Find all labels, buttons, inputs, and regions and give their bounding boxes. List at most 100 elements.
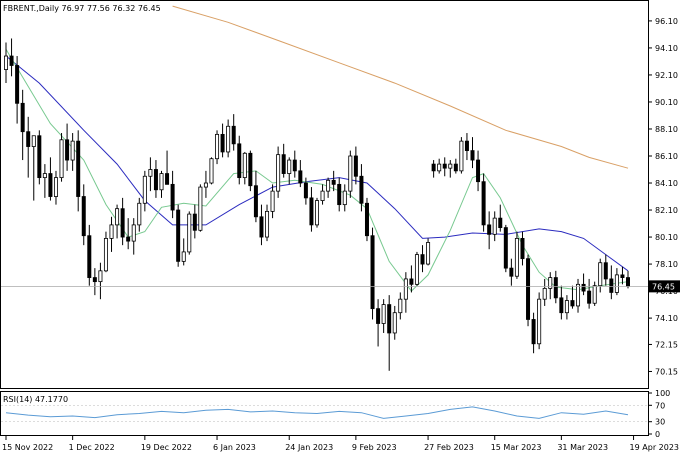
rsi-tick-label: 70 [655,401,665,410]
candle-down [526,258,531,320]
candle-up [131,224,136,242]
candle-down [76,140,81,197]
candle-down [364,202,369,237]
time-tick-label: 19 Apr 2023 [630,443,679,452]
candle-down [470,150,475,161]
candle-down [570,300,575,307]
candle-down [476,159,481,183]
candle-down [353,155,358,177]
price-tick-label: 84.10 [655,179,678,188]
candle-up [326,179,331,192]
candle-up [614,274,619,293]
rsi-line-group [5,406,629,419]
candle-up [398,298,403,314]
price-tick-label: 82.10 [655,206,678,215]
candle-down [37,135,42,179]
candle-up [459,140,464,172]
candle-down [231,125,236,145]
candle-up [242,152,247,179]
candle-down [15,65,20,104]
candle-up [314,200,319,226]
price-tick-label: 92.10 [655,71,678,80]
rsi-title: RSI(14) 47.1770 [3,395,68,404]
time-tick-label: 27 Feb 2023 [424,443,474,452]
rsi-pane-frame [0,391,649,436]
candle-down [442,163,447,169]
time-tick-label: 24 Jan 2023 [285,443,333,452]
candle-down [303,182,308,199]
time-tick-label: 31 Mar 2023 [557,443,608,452]
candle-up [265,210,270,238]
time-tick-label: 19 Dec 2022 [141,443,192,452]
candle-up [59,139,64,179]
candle-down [126,236,131,242]
candle-up [31,135,36,147]
candle-down [509,267,514,277]
candle-up [548,277,553,289]
candle-up [270,190,275,212]
candle-down [248,152,253,187]
last-price-label: 76.45 [652,282,675,291]
candle-down [609,278,614,293]
candle-down [298,170,303,184]
candle-up [98,270,103,283]
candle-down [120,208,125,238]
time-tick-label: 6 Jan 2023 [213,443,256,452]
candle-up [592,285,597,304]
candle-up [198,186,203,231]
time-tick-label: 15 Nov 2022 [2,443,53,452]
candle-down [481,181,486,226]
candle-up [414,254,419,285]
candle-up [448,163,453,169]
candle-up [148,169,153,177]
moving-average-lines [5,5,629,292]
candle-down [9,55,14,66]
candle-up [276,154,281,192]
candle-down [420,254,425,265]
candle-up [215,133,220,160]
candle-up [226,125,231,153]
candle-up [115,208,120,226]
candle-up [542,287,547,300]
candle-up [142,175,147,204]
candle-down [65,139,70,161]
price-tick-label: 70.15 [655,367,678,376]
candle-down [165,173,170,185]
ma-slow-line [5,55,629,272]
candle-down [370,235,375,310]
candle-down [453,163,458,172]
rsi-tick-label: 0 [655,430,660,439]
time-axis: 15 Nov 2022 1 Dec 2022 19 Dec 2022 6 Jan 20… [2,436,679,452]
candle-down [587,290,592,304]
candle-up [392,312,397,334]
price-tick-label: 88.10 [655,125,678,134]
candle-down [376,308,381,324]
candle-down [359,175,364,204]
candle-down [337,183,342,206]
candle-down [487,224,492,235]
price-tick-label: 96.10 [655,17,678,26]
candle-down [81,196,86,237]
candle-down [170,183,175,211]
candle-up [70,140,75,161]
candle-down [520,238,525,260]
candle-down [553,277,558,299]
candle-up [537,298,542,345]
last-price-tag [649,280,680,293]
price-tick-label: 78.10 [655,260,678,269]
rsi-tick-label: 30 [655,418,665,427]
candle-down [464,140,469,151]
rsi-tick-label: 100 [655,389,670,398]
candle-up [426,242,431,265]
candle-down [531,319,536,345]
candle-down [292,159,297,172]
candle-down [237,143,242,179]
rsi-line [5,406,629,419]
candle-up [187,213,192,253]
candlestick-series [4,38,631,371]
candle-down [620,274,625,278]
candle-down [92,277,97,283]
candle-down [387,304,392,334]
candle-down [20,102,25,133]
